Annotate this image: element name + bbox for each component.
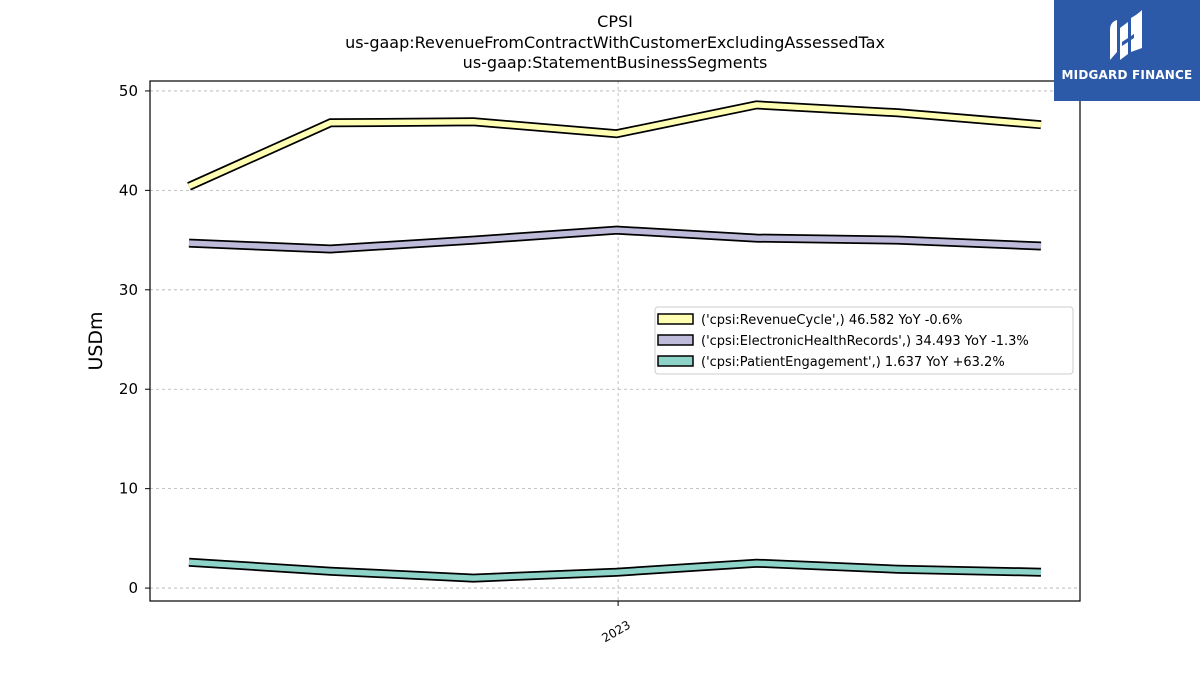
legend-swatch-electronic-health-records (657, 334, 694, 346)
series-layer (187, 100, 1042, 583)
grid (150, 81, 1080, 601)
legend-label-electronic-health-records: ('cpsi:ElectronicHealthRecords',) 34.493… (701, 334, 1029, 349)
series-line (188, 227, 1042, 252)
series-line (188, 559, 1042, 581)
chart-title: CPSI (597, 12, 633, 31)
y-tick-label: 50 (119, 82, 138, 100)
logo-text: MIDGARD FINANCE (1061, 68, 1193, 82)
legend-label-revenue-cycle: ('cpsi:RevenueCycle',) 46.582 YoY -0.6% (701, 313, 962, 328)
legend-swatch-revenue-cycle (657, 313, 694, 325)
y-tick-label: 40 (119, 181, 138, 199)
legend-label-patient-engagement: ('cpsi:PatientEngagement',) 1.637 YoY +6… (701, 355, 1005, 370)
chart-subtitle-line-1: us-gaap:RevenueFromContractWithCustomerE… (345, 33, 885, 52)
y-axis-label: USDm (85, 311, 107, 370)
logo: MIDGARD FINANCE (1054, 0, 1200, 101)
y-axis: 0 10 20 30 40 50 (119, 82, 150, 597)
series-line (187, 102, 1042, 189)
midgard-finance-logo-icon (1110, 10, 1142, 60)
y-tick-label: 0 (128, 579, 138, 597)
legend-swatch-patient-engagement (657, 355, 694, 367)
x-axis: 2023 (599, 601, 633, 645)
y-tick-label: 30 (119, 281, 138, 299)
plot-area-frame (149, 80, 1081, 602)
chart-subtitle-line-2: us-gaap:StatementBusinessSegments (463, 53, 768, 72)
y-tick-label: 20 (119, 380, 138, 398)
legend: ('cpsi:RevenueCycle',) 46.582 YoY -0.6% … (654, 306, 1074, 375)
legend-frame (654, 306, 1074, 375)
series-line-outline (187, 100, 1042, 191)
x-tick-label: 2023 (599, 618, 632, 645)
y-tick-label: 10 (119, 480, 138, 498)
